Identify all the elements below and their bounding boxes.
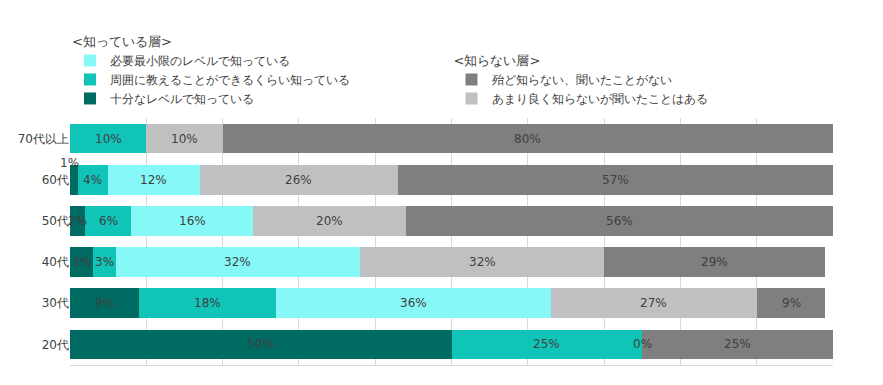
svg-text:12%: 12% bbox=[140, 173, 167, 187]
svg-text:50代: 50代 bbox=[42, 214, 69, 228]
svg-text:20代: 20代 bbox=[42, 338, 69, 352]
svg-text:3%: 3% bbox=[72, 255, 91, 269]
svg-text:26%: 26% bbox=[285, 173, 312, 187]
svg-text:6%: 6% bbox=[99, 214, 118, 228]
svg-text:25%: 25% bbox=[533, 337, 560, 351]
svg-text:<知らない層>: <知らない層> bbox=[454, 53, 541, 68]
svg-text:80%: 80% bbox=[514, 132, 541, 146]
svg-text:60代: 60代 bbox=[42, 173, 69, 187]
svg-text:56%: 56% bbox=[606, 214, 633, 228]
svg-text:周囲に教えることができるくらい知っている: 周囲に教えることができるくらい知っている bbox=[110, 73, 350, 87]
svg-text:32%: 32% bbox=[224, 255, 251, 269]
svg-text:4%: 4% bbox=[83, 173, 102, 187]
svg-text:29%: 29% bbox=[701, 255, 728, 269]
svg-text:30代: 30代 bbox=[42, 296, 69, 310]
svg-text:殆ど知らない、聞いたことがない: 殆ど知らない、聞いたことがない bbox=[492, 73, 672, 87]
svg-text:25%: 25% bbox=[724, 337, 751, 351]
svg-text:36%: 36% bbox=[400, 296, 427, 310]
svg-text:0%: 0% bbox=[633, 337, 652, 351]
svg-text:16%: 16% bbox=[179, 214, 206, 228]
svg-text:3%: 3% bbox=[95, 255, 114, 269]
svg-text:57%: 57% bbox=[602, 173, 629, 187]
svg-text:50%: 50% bbox=[247, 337, 274, 351]
svg-text:2%: 2% bbox=[68, 214, 87, 228]
svg-text:9%: 9% bbox=[95, 296, 114, 310]
svg-text:9%: 9% bbox=[782, 296, 801, 310]
svg-text:十分なレベルで知っている: 十分なレベルで知っている bbox=[110, 92, 254, 106]
svg-text:10%: 10% bbox=[171, 132, 198, 146]
svg-text:32%: 32% bbox=[469, 255, 496, 269]
svg-text:27%: 27% bbox=[640, 296, 667, 310]
svg-text:10%: 10% bbox=[95, 132, 122, 146]
svg-text:<知っている層>: <知っている層> bbox=[72, 34, 172, 49]
svg-text:40代: 40代 bbox=[42, 255, 69, 269]
svg-text:1%: 1% bbox=[60, 156, 79, 170]
svg-text:18%: 18% bbox=[194, 296, 221, 310]
svg-text:20%: 20% bbox=[316, 214, 343, 228]
svg-text:必要最小限のレベルで知っている: 必要最小限のレベルで知っている bbox=[110, 54, 290, 68]
svg-text:あまり良く知らないが聞いたことはある: あまり良く知らないが聞いたことはある bbox=[492, 92, 708, 106]
svg-text:70代以上: 70代以上 bbox=[18, 132, 69, 146]
